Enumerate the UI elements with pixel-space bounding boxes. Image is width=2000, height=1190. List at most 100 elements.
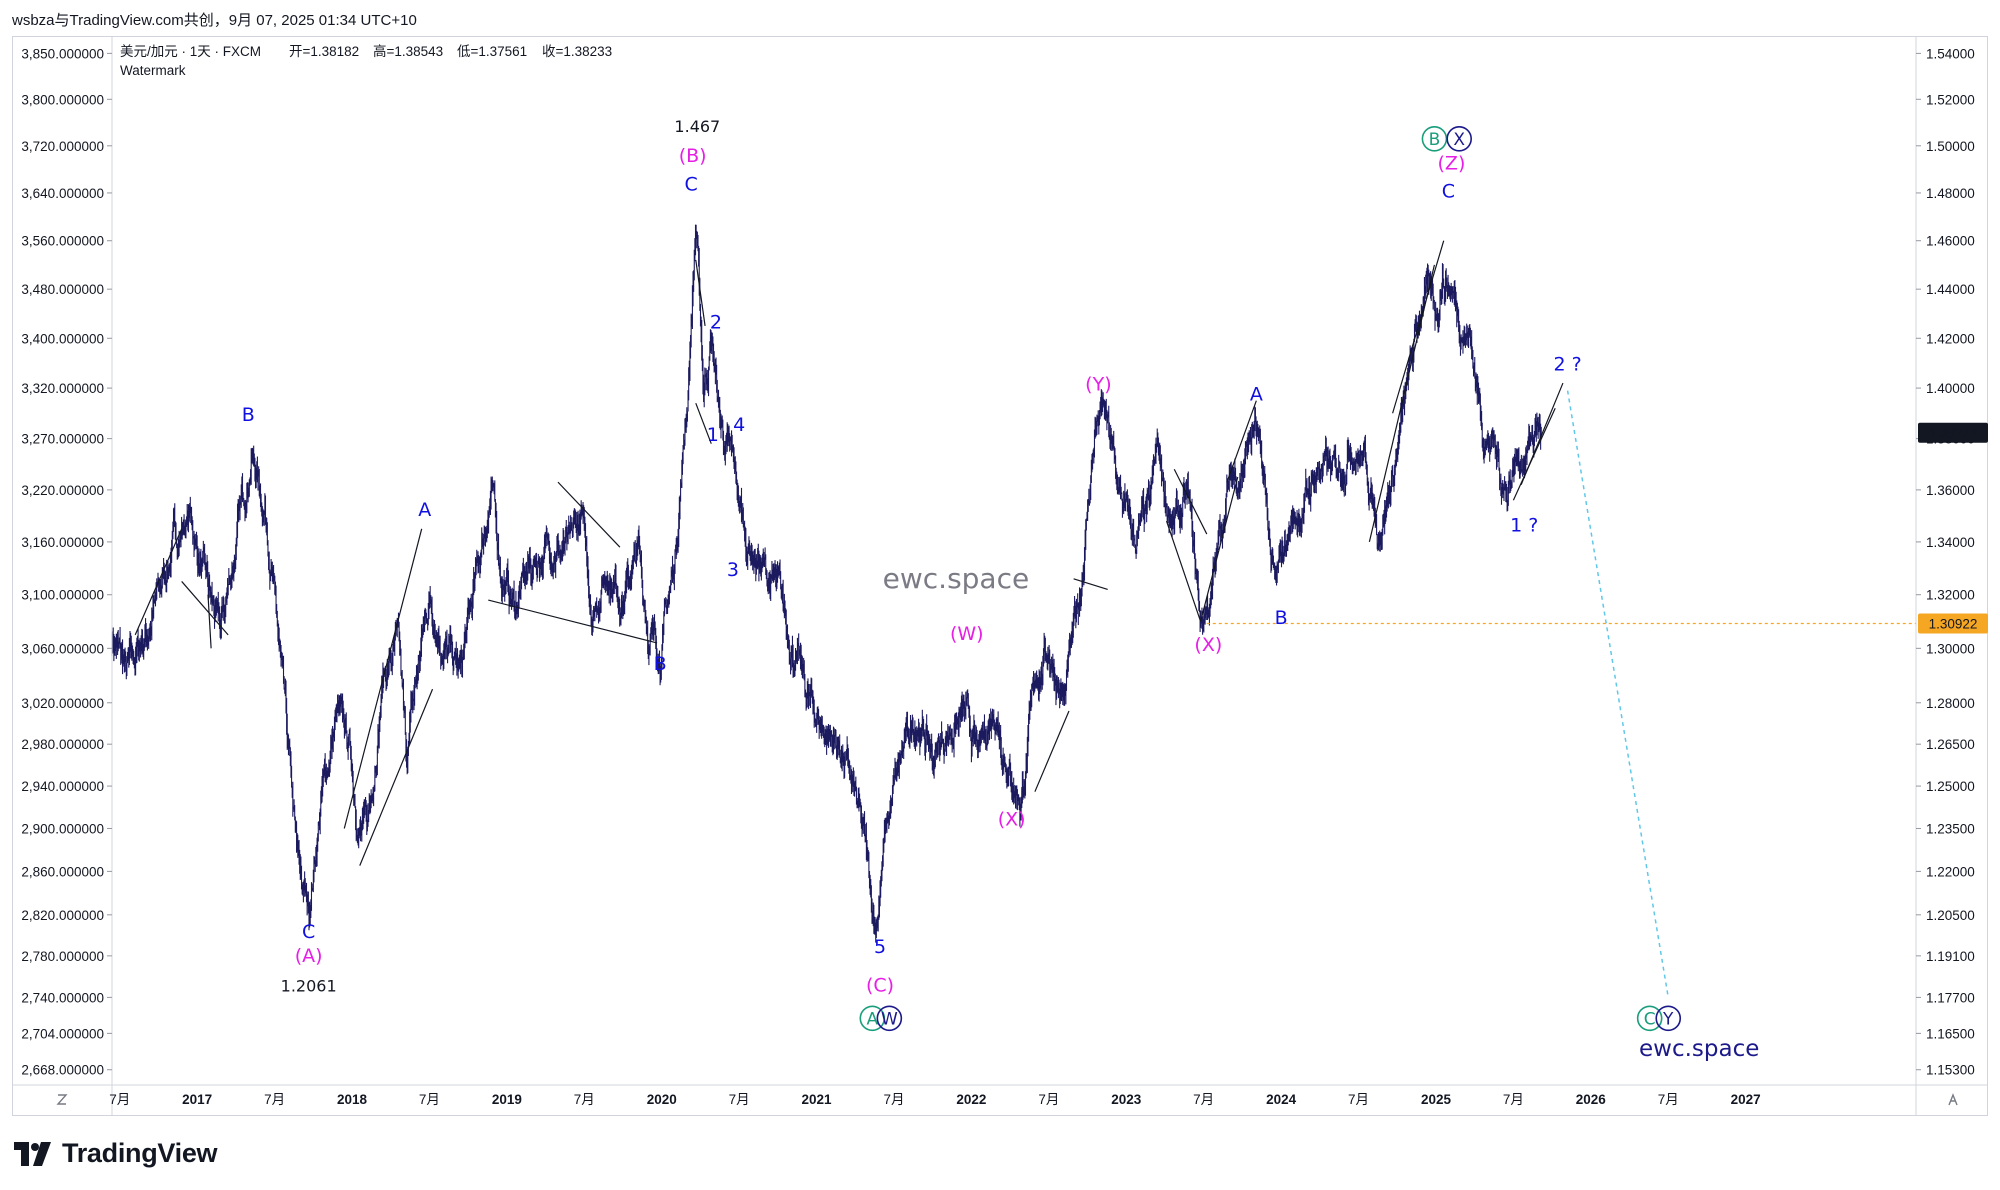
trendline[interactable] [359, 688, 434, 866]
legend-close: 收=1.38233 [542, 44, 612, 59]
trendline[interactable] [134, 528, 183, 636]
time-axis-tick-label: 7月 [883, 1092, 904, 1107]
time-axis-tick-label: 7月 [1658, 1092, 1679, 1107]
trendline[interactable] [1200, 476, 1239, 622]
time-axis-tick-label: 2017 [182, 1092, 212, 1107]
left-axis-tick-label: 2,940.000000 [21, 779, 104, 794]
ewc-watermark: ewc.space [883, 562, 1030, 595]
wave-label[interactable]: A [1250, 384, 1263, 406]
wave-label[interactable]: (B) [679, 145, 707, 167]
wave-label[interactable]: (C) [866, 974, 894, 996]
wave-label[interactable]: C [302, 921, 315, 943]
trendline[interactable] [207, 594, 212, 649]
left-axis-tick-label: 3,160.000000 [21, 535, 104, 550]
circled-wave-label[interactable]: W [881, 1009, 898, 1029]
wave-label[interactable]: 4 [733, 414, 745, 436]
wave-label[interactable]: (X) [998, 809, 1026, 831]
level-price-label: 1.30922 [1929, 617, 1978, 632]
wave-label[interactable]: 2 [710, 311, 722, 333]
wave-label[interactable]: 3 [727, 559, 739, 581]
trendline[interactable] [1165, 520, 1202, 622]
right-axis-tick-label: 1.32000 [1926, 588, 1975, 603]
wave-label[interactable]: C [684, 174, 697, 196]
candle-series [111, 224, 1542, 943]
trendline[interactable] [181, 581, 229, 636]
trendline[interactable] [1034, 710, 1070, 792]
wave-label[interactable]: (W) [950, 623, 984, 645]
time-axis-tick-label: 7月 [574, 1092, 595, 1107]
left-axis-tick-label: 3,320.000000 [21, 381, 104, 396]
wave-label[interactable]: C [1442, 181, 1455, 203]
time-axis-tick-label: 2021 [802, 1092, 833, 1107]
trendline[interactable] [488, 599, 658, 644]
trendline[interactable] [1520, 382, 1564, 485]
wave-label[interactable]: A [418, 499, 431, 521]
legend-symbol: 美元/加元 · 1天 · FXCM [120, 44, 261, 59]
left-axis-tick-label: 3,720.000000 [21, 139, 104, 154]
ewc-watermark: ewc.space [1639, 1036, 1759, 1062]
trendline[interactable] [1226, 400, 1257, 483]
trendline[interactable] [343, 528, 423, 829]
left-axis-tick-label: 3,220.000000 [21, 483, 104, 498]
watermark-group: ewc.space ewc.space [883, 562, 1760, 1062]
wave-label[interactable]: B [242, 404, 255, 426]
trendline[interactable] [1173, 469, 1208, 535]
left-axis-tick-label: 2,704.000000 [21, 1026, 104, 1041]
trendline[interactable] [1368, 264, 1436, 543]
right-axis-tick-label: 1.36000 [1926, 483, 1975, 498]
legend-watermark: Watermark [120, 63, 186, 78]
time-axis-tick-label: 2019 [492, 1092, 522, 1107]
time-axis-tick-label: 7月 [1038, 1092, 1059, 1107]
time-axis-tick-label: 2018 [337, 1092, 368, 1107]
right-price-axis: 1.54000 1.52000 1.50000 1.48000 1.46000 1.440… [1915, 36, 1975, 1116]
time-axis-tick-label: 2025 [1421, 1092, 1452, 1107]
last-price-badge [1918, 422, 1988, 443]
right-axis-tick-label: 1.23500 [1926, 821, 1975, 836]
time-axis-tick-label: 7月 [264, 1092, 285, 1107]
time-axis-tick-label: 2026 [1576, 1092, 1607, 1107]
trendline[interactable] [1073, 578, 1108, 590]
trendline-drawings [134, 240, 1564, 866]
wave-label[interactable]: (X) [1194, 634, 1222, 656]
legend-high: 高=1.38543 [373, 43, 443, 59]
legend-low: 低=1.37561 [457, 44, 527, 59]
wave-label[interactable]: (Z) [1438, 152, 1466, 174]
left-axis-tick-label: 3,560.000000 [21, 234, 104, 249]
left-axis-tick-label: 3,640.000000 [21, 186, 104, 201]
circled-wave-label[interactable]: C [1644, 1009, 1656, 1029]
wave-label[interactable]: 1.2061 [281, 976, 337, 995]
trendline[interactable] [695, 259, 706, 327]
price-chart[interactable]: 3,850.000000 3,800.000000 3,720.000000 3,64… [12, 36, 1988, 1116]
tradingview-brand[interactable]: TradingView [14, 1138, 218, 1169]
wave-label[interactable]: (A) [295, 945, 323, 967]
wave-label[interactable]: 5 [874, 936, 886, 958]
trendline[interactable] [695, 402, 712, 444]
projection-line [1566, 390, 1669, 998]
right-axis-tick-label: 1.20500 [1926, 908, 1975, 923]
circled-wave-label[interactable]: Y [1662, 1009, 1674, 1029]
right-axis-tick-label: 1.34000 [1926, 535, 1975, 550]
wave-label[interactable]: B [1275, 607, 1288, 629]
left-axis-tick-label: 3,100.000000 [21, 588, 104, 603]
circled-wave-label[interactable]: A [866, 1009, 878, 1029]
time-axis-tick-label: 2022 [956, 1092, 986, 1107]
wave-label[interactable]: 2 ? [1553, 354, 1581, 376]
level-price-badge [1918, 613, 1988, 634]
time-axis-tick-label: 2024 [1266, 1092, 1297, 1107]
circled-wave-label[interactable]: B [1429, 130, 1441, 150]
trendline[interactable] [1392, 240, 1445, 414]
left-axis-tick-label: 3,480.000000 [21, 282, 104, 297]
wave-label[interactable]: B [654, 653, 667, 675]
wave-label[interactable]: 1 [707, 424, 719, 446]
right-axis-tick-label: 1.19100 [1926, 949, 1975, 964]
right-axis-tick-label: 1.54000 [1926, 46, 1975, 61]
zoom-corner-icon[interactable] [56, 1094, 68, 1105]
wave-label[interactable]: (Y) [1085, 374, 1111, 396]
wave-label[interactable]: 1 ? [1510, 514, 1538, 536]
circled-wave-ring [1636, 1005, 1663, 1032]
circled-wave-label[interactable]: X [1453, 130, 1465, 150]
auto-scale-icon[interactable] [1948, 1093, 1958, 1106]
wave-label[interactable]: 1.467 [674, 117, 720, 136]
right-axis-tick-label: 1.25000 [1926, 779, 1975, 794]
trendline[interactable] [557, 481, 621, 548]
